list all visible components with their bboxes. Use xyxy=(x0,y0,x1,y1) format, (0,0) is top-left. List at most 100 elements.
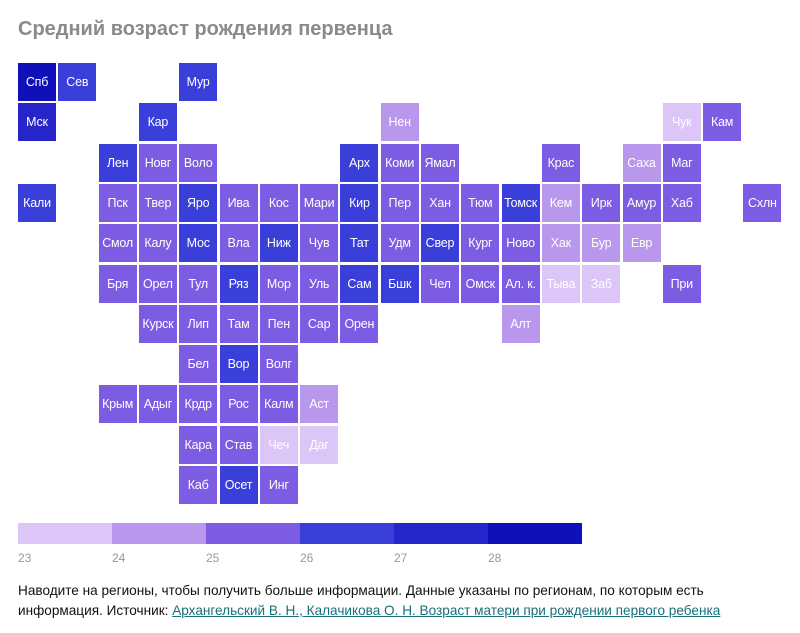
region-tile[interactable]: Мари xyxy=(300,183,339,222)
region-tile[interactable]: Чеч xyxy=(259,425,298,464)
region-tile[interactable]: Маг xyxy=(662,143,701,182)
region-tile[interactable]: Крас xyxy=(541,143,580,182)
region-tile[interactable]: Свер xyxy=(421,224,459,263)
region-tile[interactable]: Мор xyxy=(259,264,298,303)
legend-tick-label: 26 xyxy=(300,551,314,565)
chart-title: Средний возраст рождения первенца xyxy=(18,18,393,40)
region-tile[interactable]: Мос xyxy=(179,224,218,263)
legend-swatch xyxy=(488,523,582,544)
region-tile[interactable]: Омск xyxy=(461,264,500,303)
region-tile[interactable]: Бел xyxy=(179,345,218,384)
region-tile[interactable]: Ал. к. xyxy=(501,264,540,303)
region-tile[interactable]: Твер xyxy=(138,183,177,222)
footnote-text: Наводите на регионы, чтобы получить боль… xyxy=(18,583,704,618)
region-tile[interactable]: Кург xyxy=(461,224,500,263)
region-tile[interactable]: Кир xyxy=(340,183,379,222)
region-tile[interactable]: Каб xyxy=(179,466,218,504)
region-tile[interactable]: Калм xyxy=(259,385,298,424)
region-tile[interactable]: Аст xyxy=(300,385,339,424)
legend-tick-label: 23 xyxy=(18,551,32,565)
region-tile[interactable]: Схлн xyxy=(743,183,782,222)
region-tile[interactable]: Тюм xyxy=(461,183,500,222)
region-tile[interactable]: Мур xyxy=(179,63,218,101)
color-legend xyxy=(18,523,582,544)
region-tile[interactable]: Ниж xyxy=(259,224,298,263)
region-tile[interactable]: Сар xyxy=(300,304,339,343)
region-tile[interactable]: Тул xyxy=(179,264,218,303)
region-tile[interactable]: Новг xyxy=(138,143,177,182)
region-tile[interactable]: Саха xyxy=(622,143,661,182)
region-tile[interactable]: Амур xyxy=(622,183,661,222)
region-tile[interactable]: Пск xyxy=(98,183,137,222)
region-tile[interactable]: Вла xyxy=(219,224,258,263)
region-tile[interactable]: Вор xyxy=(219,345,258,384)
region-tile[interactable]: Лип xyxy=(179,304,218,343)
region-tile[interactable]: Ива xyxy=(219,183,258,222)
region-tile[interactable]: Евр xyxy=(622,224,661,263)
region-tile[interactable]: Кара xyxy=(179,425,218,464)
region-tile[interactable]: Нен xyxy=(380,103,419,142)
region-tile[interactable]: Томск xyxy=(501,183,540,222)
region-tile[interactable]: Арх xyxy=(340,143,379,182)
region-tile[interactable]: Тат xyxy=(340,224,379,263)
region-tile[interactable]: Яро xyxy=(179,183,218,222)
region-tile[interactable]: Кали xyxy=(18,183,56,222)
region-tile[interactable]: Бшк xyxy=(380,264,419,303)
region-tile[interactable]: Крдр xyxy=(179,385,218,424)
region-tile[interactable]: Кем xyxy=(541,183,580,222)
region-tile[interactable]: Сев xyxy=(58,63,97,101)
region-tile[interactable]: Коми xyxy=(380,143,419,182)
region-tile[interactable]: Адыг xyxy=(138,385,177,424)
region-tile[interactable]: Спб xyxy=(18,63,56,101)
tile-map: Спб Сев Мур Мск Кар Нен Чук Кам Лен Новг Воло Арх Ко… xyxy=(18,63,782,504)
legend-tick-label: 28 xyxy=(488,551,502,565)
region-tile[interactable]: Ново xyxy=(501,224,540,263)
source-link[interactable]: Архангельский В. Н., Калачикова О. Н. Во… xyxy=(172,603,721,618)
region-tile[interactable]: Сам xyxy=(340,264,379,303)
region-tile[interactable]: Кам xyxy=(703,103,742,142)
region-tile[interactable]: Бря xyxy=(98,264,137,303)
region-tile[interactable]: Чел xyxy=(421,264,459,303)
region-tile[interactable]: Лен xyxy=(98,143,137,182)
region-tile[interactable]: Ряз xyxy=(219,264,258,303)
legend-swatch xyxy=(300,523,394,544)
legend-swatch xyxy=(206,523,300,544)
region-tile[interactable]: Хан xyxy=(421,183,459,222)
region-tile[interactable]: Волг xyxy=(259,345,298,384)
region-tile[interactable]: Тыва xyxy=(541,264,580,303)
region-tile[interactable]: Ямал xyxy=(421,143,459,182)
region-tile[interactable]: Став xyxy=(219,425,258,464)
region-tile[interactable]: Даг xyxy=(300,425,339,464)
region-tile[interactable]: Хаб xyxy=(662,183,701,222)
region-tile[interactable]: Пер xyxy=(380,183,419,222)
region-tile[interactable]: Осет xyxy=(219,466,258,504)
region-tile[interactable]: Алт xyxy=(501,304,540,343)
region-tile[interactable]: Смол xyxy=(98,224,137,263)
footnote: Наводите на регионы, чтобы получить боль… xyxy=(18,581,788,621)
region-tile[interactable]: Бур xyxy=(582,224,621,263)
region-tile[interactable]: Курск xyxy=(138,304,177,343)
legend-swatch xyxy=(112,523,206,544)
region-tile[interactable]: Чук xyxy=(662,103,701,142)
region-tile[interactable]: Удм xyxy=(380,224,419,263)
region-tile[interactable]: Инг xyxy=(259,466,298,504)
region-tile[interactable]: При xyxy=(662,264,701,303)
region-tile[interactable]: Хак xyxy=(541,224,580,263)
region-tile[interactable]: Заб xyxy=(582,264,621,303)
region-tile[interactable]: Орел xyxy=(138,264,177,303)
region-tile[interactable]: Уль xyxy=(300,264,339,303)
region-tile[interactable]: Орен xyxy=(340,304,379,343)
legend-swatch xyxy=(18,523,112,544)
region-tile[interactable]: Воло xyxy=(179,143,218,182)
region-tile[interactable]: Там xyxy=(219,304,258,343)
region-tile[interactable]: Чув xyxy=(300,224,339,263)
region-tile[interactable]: Ирк xyxy=(582,183,621,222)
legend-swatch xyxy=(394,523,488,544)
region-tile[interactable]: Пен xyxy=(259,304,298,343)
region-tile[interactable]: Калу xyxy=(138,224,177,263)
region-tile[interactable]: Кос xyxy=(259,183,298,222)
region-tile[interactable]: Кар xyxy=(138,103,177,142)
region-tile[interactable]: Крым xyxy=(98,385,137,424)
region-tile[interactable]: Мск xyxy=(18,103,56,142)
region-tile[interactable]: Рос xyxy=(219,385,258,424)
